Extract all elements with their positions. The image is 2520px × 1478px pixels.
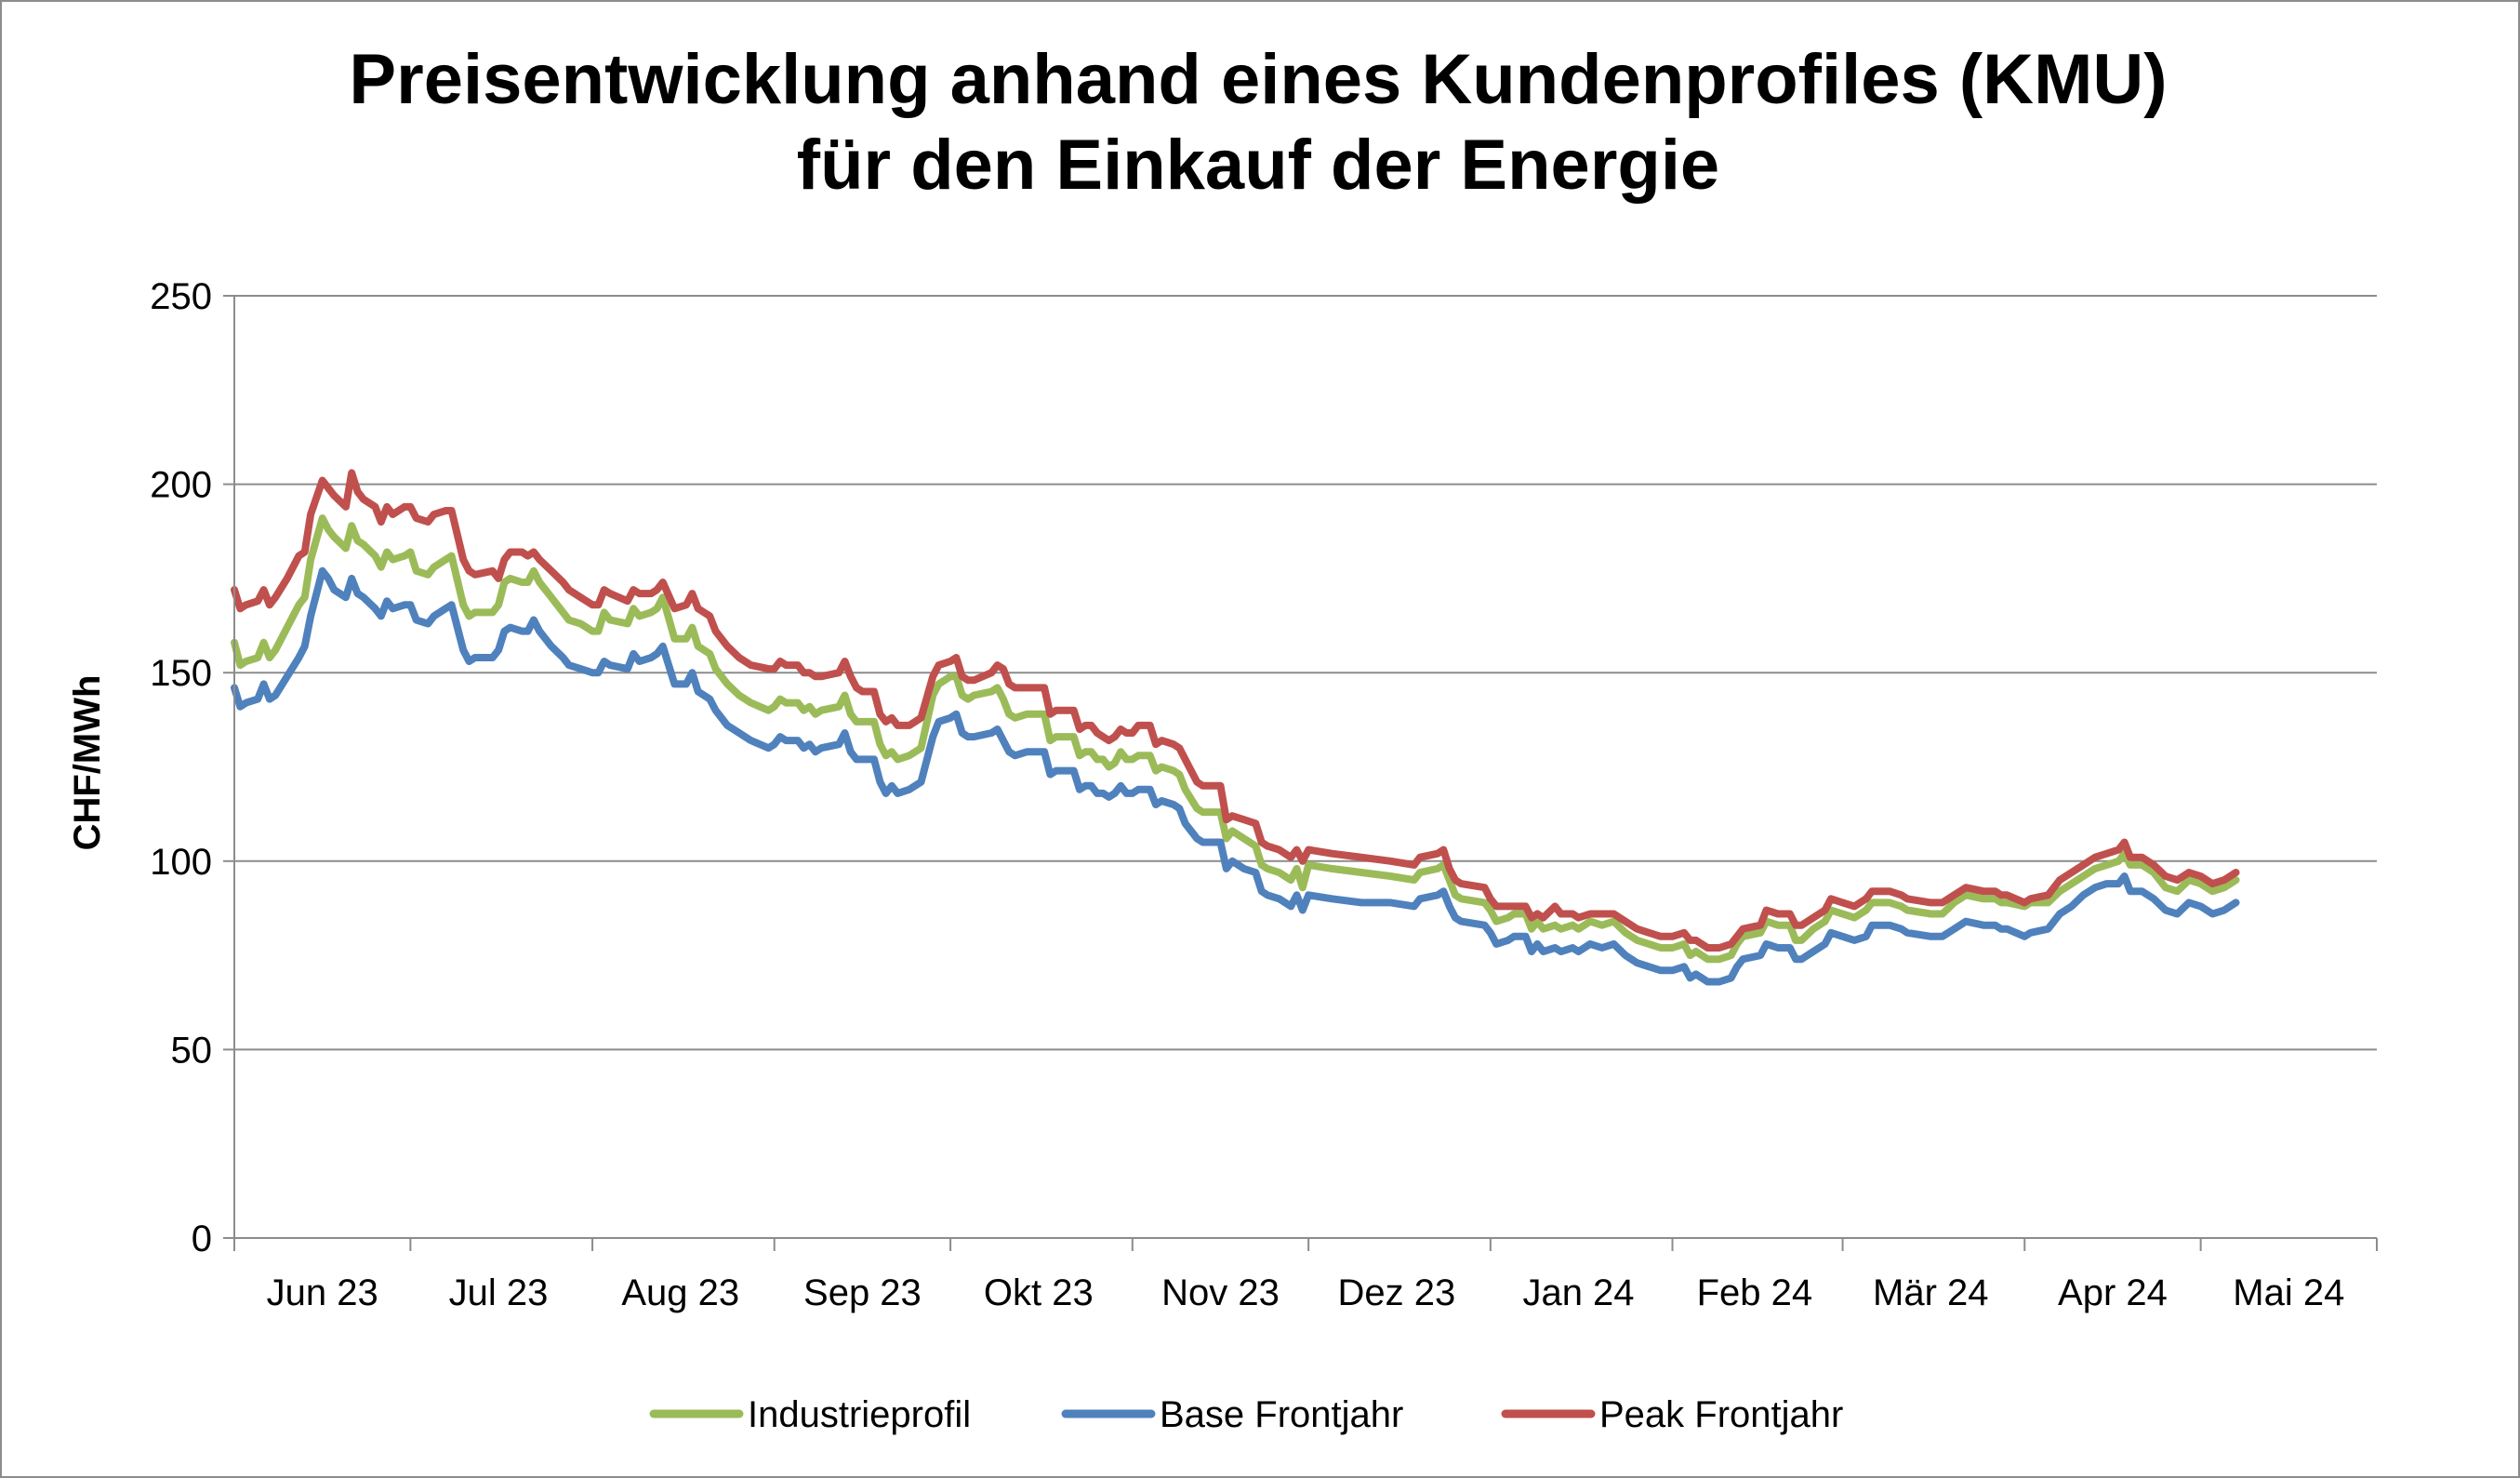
x-tick-label: Jul 23	[449, 1272, 549, 1313]
y-axis-label: CHF/MWh	[67, 675, 108, 851]
series-line-2	[231, 566, 2240, 986]
x-tick-label: Jan 24	[1522, 1272, 1634, 1313]
chart-title: Preisentwicklung anhand eines Kundenprof…	[0, 37, 2516, 208]
axes	[233, 296, 2377, 1239]
x-tick-label: Sep 23	[803, 1272, 922, 1313]
y-axis-ticks: 0 50 100 150 200 250	[150, 276, 234, 1259]
y-tick-label: 0	[192, 1218, 212, 1259]
x-tick-label: Dez 23	[1337, 1272, 1455, 1313]
y-tick-label: 250	[150, 276, 212, 317]
chart-title-line2: für den Einkauf der Energie	[796, 126, 1720, 205]
x-tick-label: Okt 23	[984, 1272, 1094, 1313]
y-tick-label: 200	[150, 465, 212, 506]
y-tick-label: 50	[171, 1030, 213, 1071]
legend-label-1: Industrieprofil	[748, 1394, 971, 1435]
legend-label-2: Base Frontjahr	[1160, 1394, 1403, 1435]
gridlines	[234, 295, 2377, 1051]
series-line-1	[231, 514, 2240, 964]
series-line-3	[231, 469, 2240, 952]
x-tick-label: Feb 24	[1697, 1272, 1813, 1313]
x-axis-ticks: Jun 23 Jul 23 Aug 23 Sep 23 Okt 23 Nov 23 Dez …	[233, 1238, 2378, 1313]
y-tick-label: 150	[150, 653, 212, 694]
x-tick-label: Aug 23	[621, 1272, 739, 1313]
series-lines	[231, 469, 2240, 986]
x-tick-label: Nov 23	[1161, 1272, 1280, 1313]
legend-label-3: Peak Frontjahr	[1599, 1394, 1843, 1435]
x-tick-label: Jun 23	[267, 1272, 378, 1313]
y-tick-label: 100	[150, 842, 212, 883]
legend: Industrieprofil Base Frontjahr Peak Frontj…	[649, 1394, 1843, 1435]
x-tick-label: Mai 24	[2233, 1272, 2344, 1313]
x-tick-label: Apr 24	[2058, 1272, 2168, 1313]
x-tick-label: Mär 24	[1873, 1272, 1989, 1313]
chart-title-line1: Preisentwicklung anhand eines Kundenprof…	[349, 40, 2168, 119]
